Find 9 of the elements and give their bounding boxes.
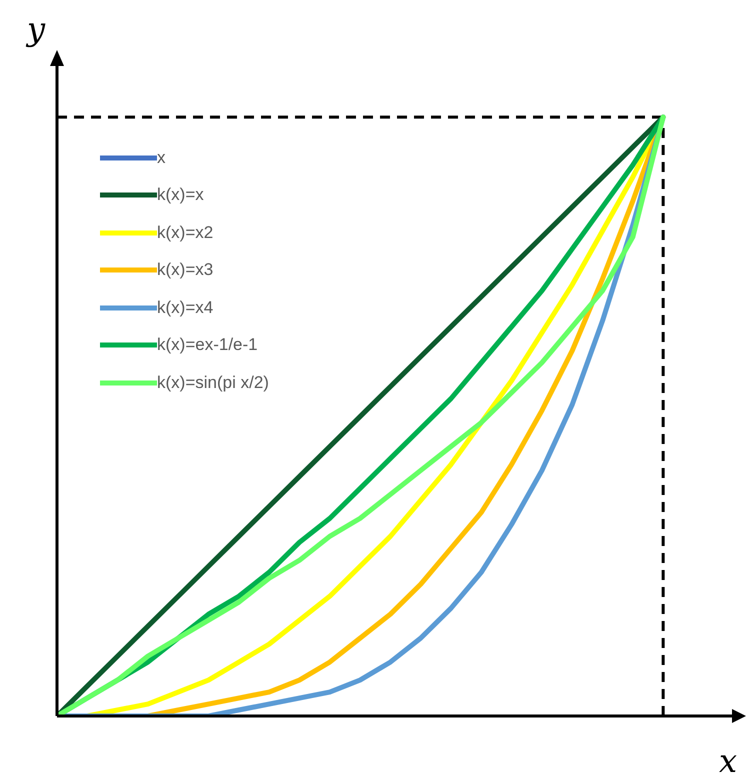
x-axis-title: x (718, 742, 738, 779)
legend-label: k(x)=x3 (157, 260, 214, 280)
legend-label: k(x)=ex-1/e-1 (157, 335, 258, 356)
legend-label: k(x)=sin(pi x/2) (157, 372, 269, 393)
legend-label: k(x)=x2 (157, 222, 214, 243)
legend-label: k(x)=x4 (157, 298, 214, 318)
legend-label: x (157, 148, 166, 168)
legend-label: k(x)=x (157, 185, 204, 206)
y-axis-title: y (24, 10, 46, 48)
